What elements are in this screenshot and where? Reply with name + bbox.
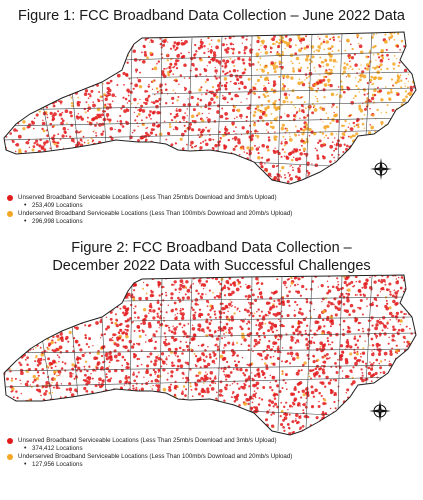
figure2-unserved-count: 374,412 Locations bbox=[6, 445, 292, 453]
figure2-state-outline bbox=[3, 274, 417, 436]
unserved-dot-icon bbox=[7, 438, 13, 444]
figure2-legend-underserved: Underserved Broadband Serviceable Locati… bbox=[6, 453, 292, 461]
figure1-unserved-count: 253,409 Locations bbox=[6, 202, 292, 210]
figure1-legend: Unserved Broadband Serviceable Locations… bbox=[6, 194, 292, 226]
figure2-underserved-count: 127,956 Locations bbox=[6, 461, 292, 469]
underserved-dot-icon bbox=[7, 454, 13, 460]
underserved-dot-icon bbox=[7, 211, 13, 217]
figure1-map-fill bbox=[4, 32, 416, 184]
figure2-title-line2: December 2022 Data with Successful Chall… bbox=[52, 258, 371, 274]
figure1-underserved-label: Underserved Broadband Serviceable Locati… bbox=[18, 210, 293, 217]
figure1-legend-underserved: Underserved Broadband Serviceable Locati… bbox=[6, 210, 292, 218]
figure2-legend-unserved: Unserved Broadband Serviceable Locations… bbox=[6, 437, 292, 445]
compass-rose-icon bbox=[369, 400, 391, 422]
figure2-underserved-label: Underserved Broadband Serviceable Locati… bbox=[18, 453, 293, 460]
figure2-unserved-label: Unserved Broadband Serviceable Locations… bbox=[18, 437, 277, 444]
figure1-legend-unserved: Unserved Broadband Serviceable Locations… bbox=[6, 194, 292, 202]
figure1-underserved-count: 296,998 Locations bbox=[6, 218, 292, 226]
figure2-map bbox=[3, 274, 417, 436]
figure2-map-fill bbox=[4, 275, 416, 435]
figure1-map bbox=[3, 31, 417, 185]
figure2-title-line1: Figure 2: FCC Broadband Data Collection … bbox=[71, 240, 352, 256]
figure2-legend: Unserved Broadband Serviceable Locations… bbox=[6, 437, 292, 469]
figure1-state-outline bbox=[3, 31, 417, 185]
compass-rose-icon bbox=[370, 158, 392, 180]
figure2-title: Figure 2: FCC Broadband Data Collection … bbox=[0, 239, 423, 275]
unserved-dot-icon bbox=[7, 195, 13, 201]
figure1-unserved-label: Unserved Broadband Serviceable Locations… bbox=[18, 194, 277, 201]
figure1-title: Figure 1: FCC Broadband Data Collection … bbox=[18, 8, 405, 24]
